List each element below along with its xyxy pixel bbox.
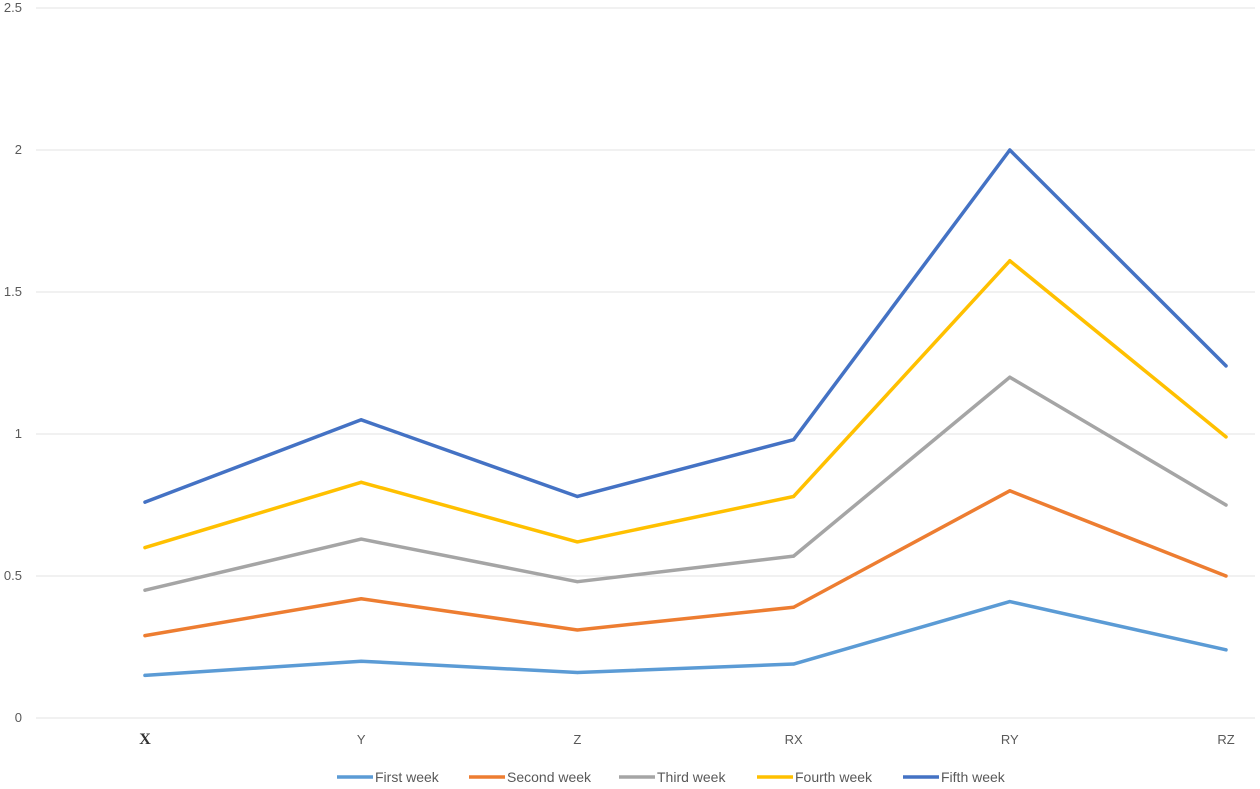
data-point xyxy=(1224,648,1228,652)
data-point xyxy=(143,634,147,638)
data-point xyxy=(792,438,796,442)
data-point xyxy=(1224,364,1228,368)
data-point xyxy=(1008,375,1012,379)
series-line xyxy=(143,375,1228,592)
data-point xyxy=(1008,599,1012,604)
data-point xyxy=(143,673,147,678)
x-tick-label: RX xyxy=(785,732,803,747)
gridlines xyxy=(36,7,1255,719)
x-tick-label: RZ xyxy=(1217,732,1234,747)
data-point xyxy=(575,628,580,632)
x-tick-label: RY xyxy=(1001,732,1019,747)
y-tick-label: 2.5 xyxy=(4,0,22,15)
x-tick-label: X xyxy=(139,731,151,748)
data-point xyxy=(143,500,147,504)
data-point xyxy=(359,418,363,422)
data-point xyxy=(792,494,796,499)
x-tick-label: Z xyxy=(573,732,581,747)
data-point xyxy=(792,662,796,666)
data-point xyxy=(143,588,147,592)
legend-item: Third week xyxy=(619,769,726,785)
series-line xyxy=(143,259,1228,550)
data-point xyxy=(359,597,363,601)
x-tick-label: Y xyxy=(357,732,366,747)
series-line xyxy=(143,148,1228,504)
data-point xyxy=(359,659,363,663)
series-lines xyxy=(143,148,1228,678)
data-point xyxy=(1008,489,1012,493)
data-point xyxy=(792,605,796,609)
data-point xyxy=(792,554,796,558)
data-point xyxy=(1008,148,1012,152)
y-tick-label: 1 xyxy=(15,426,22,441)
data-point xyxy=(575,494,580,499)
y-tick-label: 0 xyxy=(15,710,22,725)
legend-item: First week xyxy=(337,769,440,785)
legend-label: Third week xyxy=(657,769,726,785)
legend: First week Second week Third week Fourth we… xyxy=(337,769,1006,785)
legend-label: First week xyxy=(375,769,440,785)
legend-label: Second week xyxy=(507,769,592,785)
y-axis-tick-labels: 0 0.5 1 1.5 2 2.5 xyxy=(4,0,22,725)
data-point xyxy=(1224,503,1228,507)
legend-label: Fifth week xyxy=(941,769,1006,785)
series-line xyxy=(143,489,1228,638)
data-point xyxy=(143,546,147,550)
series-line xyxy=(143,599,1228,678)
data-point xyxy=(575,580,580,584)
legend-label: Fourth week xyxy=(795,769,873,785)
legend-item: Fourth week xyxy=(757,769,873,785)
x-axis-tick-labels: X Y Z RX RY RZ xyxy=(139,731,1234,748)
data-point xyxy=(575,670,580,675)
y-tick-label: 1.5 xyxy=(4,284,22,299)
y-tick-label: 2 xyxy=(15,142,22,157)
data-point xyxy=(1224,574,1228,578)
data-point xyxy=(1224,435,1228,439)
legend-item: Fifth week xyxy=(903,769,1006,785)
data-point xyxy=(359,480,363,484)
data-point xyxy=(359,537,363,541)
legend-item: Second week xyxy=(469,769,592,785)
data-point xyxy=(575,540,580,544)
y-tick-label: 0.5 xyxy=(4,568,22,583)
data-point xyxy=(1008,259,1012,263)
